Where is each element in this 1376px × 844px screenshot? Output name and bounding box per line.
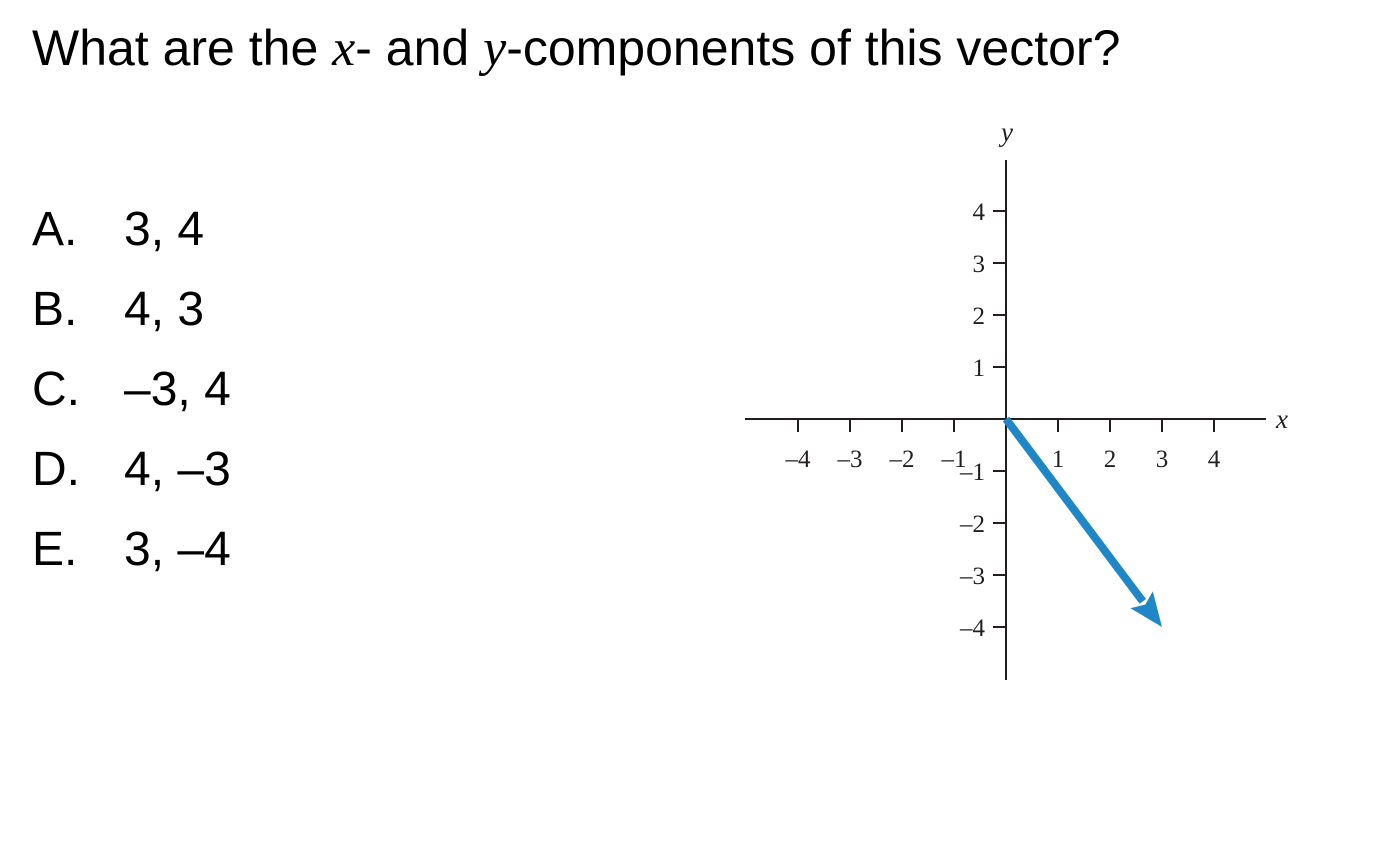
choice-letter: C. — [32, 363, 80, 416]
vector-shaft — [1002, 416, 1147, 604]
x-tick-label: 3 — [1156, 446, 1169, 473]
y-tick-label: 3 — [973, 251, 986, 278]
choice-d[interactable]: D. 4, –3 — [32, 438, 231, 518]
y-tick-label: –2 — [959, 511, 985, 538]
axes: x y — [745, 117, 1288, 680]
choice-text: 4, –3 — [124, 443, 231, 496]
question-part-before: What are the — [32, 20, 333, 76]
question-variable-y: y — [483, 20, 507, 77]
choice-b[interactable]: B. 4, 3 — [32, 278, 231, 358]
x-tick-label: 1 — [1052, 446, 1065, 473]
tick-marks: –4 –3 –2 –1 1 2 3 4 4 3 2 1 –1 –2 –3 –4 — [785, 199, 1221, 642]
question-variable-x: x — [332, 20, 356, 77]
x-tick-label: 4 — [1208, 446, 1221, 473]
x-tick-label: –3 — [837, 446, 863, 473]
choice-letter: A. — [32, 203, 78, 256]
y-tick-label: –4 — [959, 615, 986, 642]
choice-c[interactable]: C. –3, 4 — [32, 358, 231, 438]
question-part-after: -components of this vector? — [506, 20, 1121, 76]
question-text: What are the x- and y-components of this… — [32, 18, 1120, 79]
choice-a[interactable]: A. 3, 4 — [32, 198, 231, 278]
x-tick-label: –1 — [941, 446, 967, 473]
choice-text: –3, 4 — [124, 363, 231, 416]
y-tick-label: 2 — [973, 303, 986, 330]
y-tick-label: 4 — [973, 199, 986, 226]
choice-letter: E. — [32, 523, 78, 576]
question-part-middle: - and — [355, 20, 484, 76]
x-tick-label: –4 — [785, 446, 812, 473]
y-tick-label: 1 — [973, 355, 986, 382]
x-tick-label: –2 — [889, 446, 915, 473]
choice-e[interactable]: E. 3, –4 — [32, 518, 231, 598]
choice-text: 4, 3 — [124, 283, 205, 336]
answer-choices: A. 3, 4 B. 4, 3 C. –3, 4 D. 4, –3 E. 3, –4 — [32, 198, 231, 598]
choice-letter: D. — [32, 443, 80, 496]
y-axis-label: y — [998, 117, 1013, 147]
y-tick-label: –1 — [959, 459, 985, 486]
choice-letter: B. — [32, 283, 78, 336]
x-axis-label: x — [1275, 404, 1288, 434]
vector — [1002, 416, 1162, 627]
choice-text: 3, 4 — [124, 203, 205, 256]
choice-text: 3, –4 — [124, 523, 231, 576]
vector-arrowhead — [1130, 591, 1162, 627]
x-tick-label: 2 — [1104, 446, 1117, 473]
y-tick-label: –3 — [959, 563, 985, 590]
